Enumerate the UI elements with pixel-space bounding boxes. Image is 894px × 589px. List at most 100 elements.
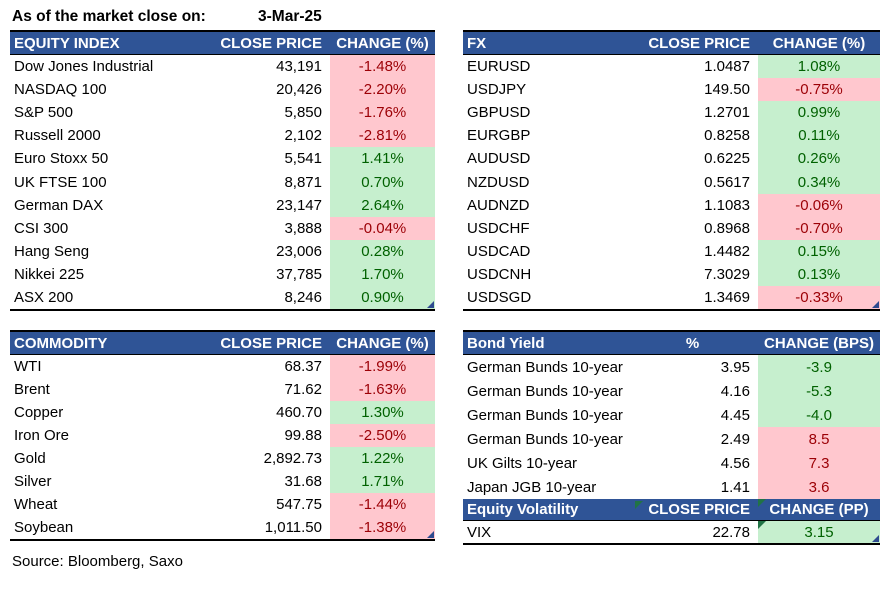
instrument-name: Silver xyxy=(14,473,52,490)
commodity-row-7: Wheat 547.75 -1.44% xyxy=(10,493,435,516)
change-value: -1.44% xyxy=(330,493,435,516)
close-price-value: 460.70 xyxy=(276,404,322,421)
change-value: -0.75% xyxy=(758,78,880,102)
change-value: 0.13% xyxy=(758,262,880,286)
change-value: 0.15% xyxy=(758,239,880,263)
instrument-name: Iron Ore xyxy=(14,427,70,444)
change-value: 0.70% xyxy=(330,170,435,194)
close-price-value: 68.37 xyxy=(284,358,322,375)
instrument-name: German Bunds 10-year xyxy=(467,430,623,448)
change-value: 0.11% xyxy=(758,124,880,148)
corner-marker-icon xyxy=(427,301,434,309)
commodity-row-1: WTI 68.37 -1.99% xyxy=(10,355,435,378)
volatility-row-1: VIX 22.78 3.15 xyxy=(463,521,880,543)
change-value-label: 0.13% xyxy=(797,265,841,283)
fx-row-2: USDJPY 149.50 -0.75% xyxy=(463,78,880,102)
instrument-name: USDSGD xyxy=(467,288,532,306)
fx-header-change: CHANGE (%) xyxy=(758,32,880,54)
change-value-label: -3.9 xyxy=(806,358,832,376)
fx-row-7: AUDNZD 1.1083 -0.06% xyxy=(463,193,880,217)
instrument-name: Soybean xyxy=(14,519,74,536)
fx-row-10: USDCNH 7.3029 0.13% xyxy=(463,262,880,286)
fx-header-name: FX xyxy=(463,35,635,52)
equity-row-5: Euro Stoxx 50 5,541 1.41% xyxy=(10,147,435,171)
equity-row-7: German DAX 23,147 2.64% xyxy=(10,193,435,217)
close-price-value: 1.1083 xyxy=(704,196,750,214)
instrument-name: GBPUSD xyxy=(467,104,531,122)
change-value-label: 0.99% xyxy=(797,104,841,122)
source-note: Source: Bloomberg, Saxo xyxy=(12,553,183,570)
change-value-label: -2.81% xyxy=(358,127,407,145)
close-price-value: 4.16 xyxy=(720,382,750,400)
equity-row-8: CSI 300 3,888 -0.04% xyxy=(10,216,435,240)
instrument-name: EURGBP xyxy=(467,127,531,145)
bond-row-2: German Bunds 10-year 4.16 -5.3 xyxy=(463,379,880,403)
change-value-label: 0.70% xyxy=(361,173,404,191)
bond-header-row: Bond Yield% CHANGE (BPS) xyxy=(463,332,880,355)
change-value: -1.38% xyxy=(330,516,435,539)
instrument-name: Dow Jones Industrial xyxy=(14,58,154,76)
fx-table: FX CLOSE PRICE CHANGE (%) EURUSD 1.0487 1.08%… xyxy=(463,30,880,312)
fx-header-price-label: CLOSE PRICE xyxy=(648,34,750,52)
instrument-name: ASX 200 xyxy=(14,288,74,306)
close-price-value: 20,426 xyxy=(276,81,322,99)
change-value: -4.0 xyxy=(758,403,880,427)
change-value-label: 1.22% xyxy=(361,450,404,467)
change-value: 0.99% xyxy=(758,101,880,125)
commodity-row-5: Gold 2,892.73 1.22% xyxy=(10,447,435,470)
change-value-label: -1.99% xyxy=(358,358,407,375)
change-value: 2.64% xyxy=(330,193,435,217)
equity-row-6: UK FTSE 100 8,871 0.70% xyxy=(10,170,435,194)
equity-header-change: CHANGE (%) xyxy=(330,32,435,54)
bond-header-name: Bond Yield xyxy=(463,335,635,352)
instrument-name: S&P 500 xyxy=(14,104,73,122)
close-price-value: 2,102 xyxy=(284,127,322,145)
fx-row-4: EURGBP 0.8258 0.11% xyxy=(463,124,880,148)
close-price-value: 3.95 xyxy=(720,358,750,376)
close-price-value: 3,888 xyxy=(284,219,322,237)
change-value: -0.33% xyxy=(758,285,880,310)
equity-row-1: Dow Jones Industrial 43,191 -1.48% xyxy=(10,55,435,79)
change-value-label: -5.3 xyxy=(806,382,832,400)
instrument-name: AUDUSD xyxy=(467,150,531,168)
equity-header-name-label: EQUITY INDEX xyxy=(14,34,120,52)
change-value: 1.71% xyxy=(330,470,435,493)
close-price-value: 1.4482 xyxy=(704,242,750,260)
change-value-label: -4.0 xyxy=(806,406,832,424)
change-value-label: 1.30% xyxy=(361,404,404,421)
change-value-label: -0.70% xyxy=(795,219,843,237)
close-price-value: 23,006 xyxy=(276,242,322,260)
change-value-label: 0.28% xyxy=(361,242,404,260)
instrument-name: USDCNH xyxy=(467,265,532,283)
change-value-label: -2.20% xyxy=(358,81,407,99)
change-value-label: 3.15 xyxy=(804,523,834,541)
change-value-label: 1.41% xyxy=(361,150,404,168)
instrument-name: USDJPY xyxy=(467,81,527,99)
commodity-header-price: CLOSE PRICE xyxy=(207,335,330,352)
change-value: -2.81% xyxy=(330,124,435,148)
commodity-row-3: Copper 460.70 1.30% xyxy=(10,401,435,424)
error-indicator-icon xyxy=(635,501,643,509)
change-value: 0.26% xyxy=(758,147,880,171)
equity-header-price: CLOSE PRICE xyxy=(207,35,330,52)
close-price-value: 4.56 xyxy=(720,454,750,472)
instrument-name: German Bunds 10-year xyxy=(467,358,623,376)
change-value: -0.70% xyxy=(758,216,880,240)
change-value-label: 1.08% xyxy=(797,58,841,76)
bond-header-name-label: Bond Yield xyxy=(467,334,545,352)
corner-marker-icon xyxy=(872,301,879,309)
fx-row-5: AUDUSD 0.6225 0.26% xyxy=(463,147,880,171)
fx-row-3: GBPUSD 1.2701 0.99% xyxy=(463,101,880,125)
change-value-label: 7.3 xyxy=(808,454,830,472)
change-value: 7.3 xyxy=(758,451,880,475)
equity-row-3: S&P 500 5,850 -1.76% xyxy=(10,101,435,125)
close-price-value: 5,541 xyxy=(284,150,322,168)
change-value: 3.6 xyxy=(758,475,880,499)
equity-row-2: NASDAQ 100 20,426 -2.20% xyxy=(10,78,435,102)
instrument-name: NZDUSD xyxy=(467,173,530,191)
change-value-label: 8.5 xyxy=(808,430,830,448)
instrument-name: Copper xyxy=(14,404,64,421)
bond-row-1: German Bunds 10-year 3.95 -3.9 xyxy=(463,355,880,379)
error-indicator-icon xyxy=(758,521,766,529)
close-price-value: 1.3469 xyxy=(704,288,750,306)
